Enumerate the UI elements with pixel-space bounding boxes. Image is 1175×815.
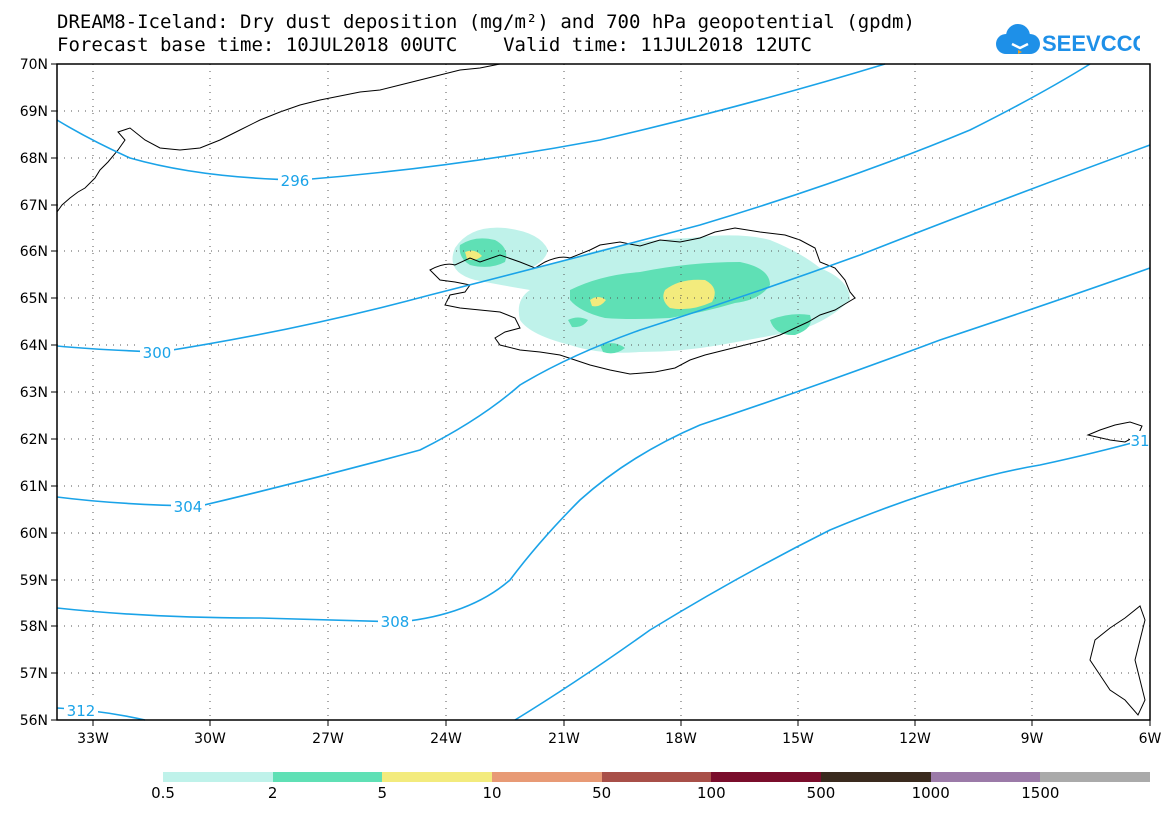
contour-label-308: 308 [381,613,410,631]
legend-swatch [272,772,383,782]
lon-label: 15W [782,731,814,747]
contour-label-31: 31 [1130,432,1149,450]
color-legend-bar [163,772,1151,782]
iceland-coastline [429,227,856,375]
coastlines [56,63,1146,716]
lat-label: 66N [20,244,48,260]
contour-308 [56,267,1151,623]
map-title: DREAM8-Iceland: Dry dust deposition (mg/… [57,11,915,33]
lat-label: 68N [20,151,48,167]
latitude-labels: 70N 69N 68N 67N 66N 65N 64N 63N 62N 61N … [20,57,48,729]
lat-label: 59N [20,573,48,589]
seevccc-logo: SEEVCCC [996,24,1140,56]
contour-label-312: 312 [67,702,96,720]
contour-label-304: 304 [174,498,203,516]
legend-swatch [382,772,493,782]
legend-label: 1500 [1021,784,1060,802]
scotland-coastline [1089,605,1146,716]
lon-label: 33W [77,731,109,747]
lon-label: 9W [1021,731,1044,747]
lon-label: 12W [899,731,931,747]
legend-swatch [163,772,273,782]
dust-area-green-south [600,343,625,354]
lon-label: 6W [1139,731,1162,747]
dust-area-yellow-small [590,297,606,307]
legend-swatch [601,772,712,782]
grid-lines [57,64,1150,720]
lat-label: 70N [20,57,48,73]
lon-label: 18W [665,731,697,747]
contour-label-296: 296 [281,172,310,190]
lat-label: 69N [20,104,48,120]
legend-swatch [492,772,602,782]
contour-labels: 296 300 304 308 312 31 [64,171,1150,720]
color-legend-labels: 0.5 2 5 10 50 100 500 1000 1500 [0,784,1175,804]
longitude-labels: 33W 30W 27W 24W 21W 18W 15W 12W 9W 6W [77,731,1161,747]
lat-label: 62N [20,432,48,448]
lat-label: 67N [20,198,48,214]
dust-deposition-field [452,227,850,354]
cloud-icon [996,24,1040,54]
legend-swatch [1040,772,1151,782]
lon-label: 21W [548,731,580,747]
lat-label: 56N [20,713,48,729]
lat-label: 63N [20,385,48,401]
tick-marks [51,63,1151,726]
lat-label: 65N [20,291,48,307]
dust-area-green-patch [568,317,588,328]
faroe-coastline [1086,421,1143,443]
lat-label: 64N [20,338,48,354]
legend-swatch [711,772,822,782]
legend-label: 100 [697,784,726,802]
legend-label: 1000 [911,784,950,802]
contour-304 [56,144,1151,507]
legend-label: 2 [267,784,278,802]
legend-swatch [930,772,1041,782]
contour-label-300: 300 [143,344,172,362]
legend-label: 500 [806,784,836,802]
contour-312 [514,437,1151,721]
legend-label: 5 [377,784,388,802]
lat-label: 60N [20,526,48,542]
lon-label: 27W [312,731,344,747]
lat-label: 57N [20,666,48,682]
dust-area-yellow-central [663,279,715,310]
greenland-coastline [56,63,501,213]
legend-label: 0.5 [151,784,175,802]
contour-296 [56,63,886,181]
lat-label: 61N [20,479,48,495]
lat-label: 58N [20,619,48,635]
legend-label: 10 [482,784,502,802]
lon-label: 30W [194,731,226,747]
map-subtitle: Forecast base time: 10JUL2018 00UTC Vali… [57,34,812,56]
dust-area-yellow-west [465,250,482,260]
legend-label: 50 [592,784,612,802]
logo-text: SEEVCCC [1042,31,1140,56]
dust-area-green-east [770,314,811,336]
legend-swatch [821,772,931,782]
lon-label: 24W [430,731,462,747]
